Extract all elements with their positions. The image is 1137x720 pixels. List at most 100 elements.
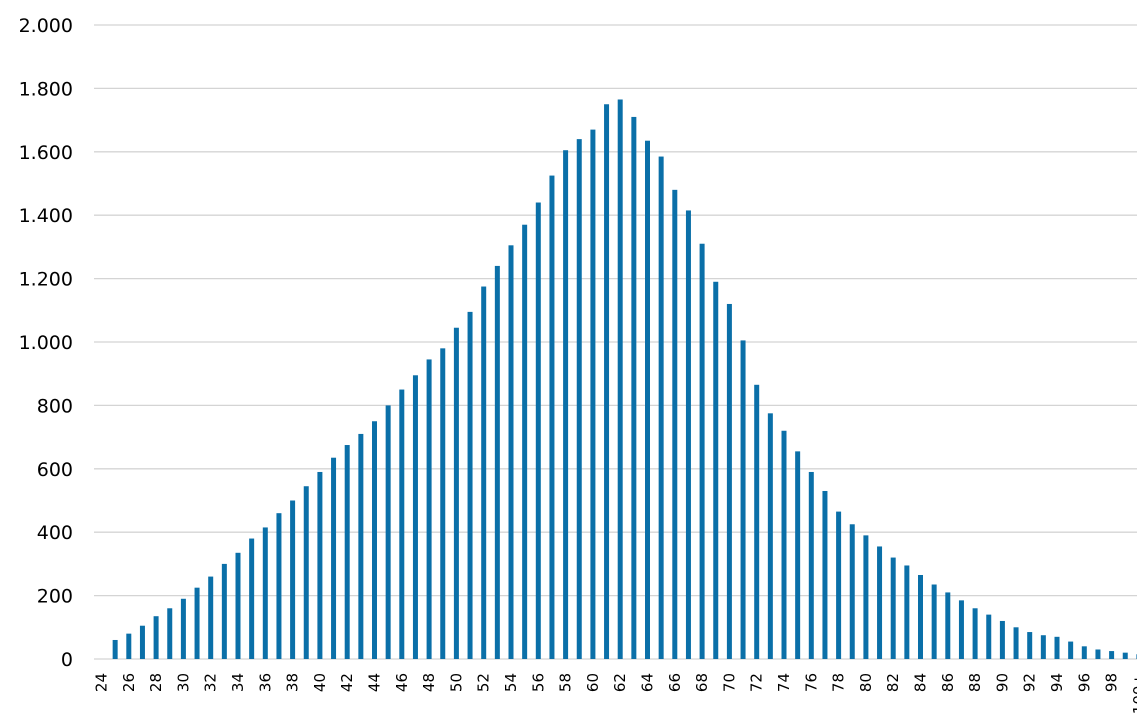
bar-67 <box>685 210 691 659</box>
x-tick-label: 38 <box>284 673 302 692</box>
x-tick-label: 52 <box>475 673 493 692</box>
y-tick-label: 1.800 <box>19 78 73 100</box>
bar-40 <box>317 471 323 659</box>
bar-93 <box>1040 635 1046 659</box>
x-tick-label: 74 <box>775 673 793 692</box>
bar-69 <box>713 281 719 659</box>
bar-76 <box>808 471 814 659</box>
bar-28 <box>153 616 159 659</box>
bar-65 <box>658 156 664 659</box>
bar-27 <box>139 625 145 659</box>
x-tick-label: 76 <box>802 673 820 692</box>
bar-56 <box>535 202 541 659</box>
x-tick-label: 42 <box>338 673 356 692</box>
bar-36 <box>262 527 268 659</box>
x-tick-label: 62 <box>611 673 629 692</box>
bar-43 <box>358 433 364 659</box>
bar-90 <box>999 620 1005 659</box>
bar-96 <box>1081 646 1087 659</box>
bar-94 <box>1054 636 1060 659</box>
bar-70 <box>726 303 732 659</box>
bar-35 <box>249 538 255 659</box>
bar-38 <box>290 500 296 659</box>
y-tick-label: 0 <box>61 649 73 671</box>
bar-74 <box>781 430 787 659</box>
bar-97 <box>1095 649 1101 659</box>
x-tick-label: 84 <box>912 673 930 692</box>
bar-63 <box>631 116 637 660</box>
bar-66 <box>672 189 678 659</box>
x-tick-label: 30 <box>174 673 192 692</box>
bar-88 <box>972 608 978 659</box>
x-tick-label: 36 <box>256 673 274 692</box>
bar-26 <box>126 633 132 659</box>
x-tick-label: 58 <box>557 673 575 692</box>
y-tick-label: 1.600 <box>19 142 73 164</box>
x-tick-label: 80 <box>857 673 875 692</box>
bar-75 <box>795 451 801 659</box>
bar-57 <box>549 175 555 659</box>
x-tick-label: 72 <box>748 673 766 692</box>
bar-51 <box>467 311 473 659</box>
bar-81 <box>877 546 883 659</box>
x-tick-label: 28 <box>147 673 165 692</box>
bar-48 <box>426 359 432 659</box>
bar-78 <box>836 511 842 659</box>
bar-39 <box>303 486 309 659</box>
x-tick-label: 96 <box>1075 673 1093 692</box>
y-tick-label: 800 <box>37 395 73 417</box>
bar-45 <box>385 405 391 659</box>
x-axis-ticks: 24 26 28 30 32 34 36 38 40 42 44 46 48 50 52 54 56 58 60 62… <box>93 673 1137 714</box>
bar-49 <box>440 348 446 659</box>
bar-46 <box>399 389 405 659</box>
bar-85 <box>931 584 937 659</box>
bar-91 <box>1013 627 1019 659</box>
x-tick-label: 90 <box>993 673 1011 692</box>
y-tick-label: 1.000 <box>19 332 73 354</box>
x-tick-label: 54 <box>502 673 520 692</box>
bar-72 <box>754 384 760 659</box>
x-tick-label: 46 <box>393 673 411 692</box>
x-tick-label: 70 <box>720 673 738 692</box>
y-tick-label: 2.000 <box>19 15 73 37</box>
bars <box>112 99 1137 660</box>
y-tick-label: 600 <box>37 459 73 481</box>
bar-32 <box>208 576 214 659</box>
x-tick-label: 44 <box>366 673 384 692</box>
x-tick-label: 56 <box>529 673 547 692</box>
x-tick-label: 60 <box>584 673 602 692</box>
x-tick-label: 24 <box>93 673 111 692</box>
y-tick-label: 200 <box>37 586 73 608</box>
bar-25 <box>112 639 118 659</box>
bar-33 <box>221 563 227 659</box>
y-tick-label: 1.400 <box>19 205 73 227</box>
x-tick-label: 98 <box>1103 673 1121 692</box>
bar-73 <box>767 413 773 659</box>
bar-83 <box>904 565 910 659</box>
x-tick-label: 66 <box>666 673 684 692</box>
x-tick-label: 32 <box>202 673 220 692</box>
bar-52 <box>481 286 487 659</box>
y-axis-ticks: 0 200 400 600 800 1.000 1.200 1.400 1.600 1.800 2.… <box>19 15 73 671</box>
x-tick-label: 64 <box>639 673 657 692</box>
bar-53 <box>494 265 500 659</box>
bar-54 <box>508 245 514 659</box>
x-tick-label: 40 <box>311 673 329 692</box>
x-tick-label: 94 <box>1048 673 1066 692</box>
bar-92 <box>1027 632 1033 659</box>
bar-42 <box>344 445 350 659</box>
x-tick-label: 26 <box>120 673 138 692</box>
bar-84 <box>918 574 923 659</box>
bar-31 <box>194 587 200 659</box>
x-tick-label: 48 <box>420 673 438 692</box>
bar-86 <box>945 592 951 659</box>
bar-37 <box>276 513 282 659</box>
bar-59 <box>576 139 582 659</box>
bar-98 <box>1109 651 1115 659</box>
bar-82 <box>890 557 896 659</box>
x-tick-label: 92 <box>1021 673 1039 692</box>
gridlines <box>94 24 1137 660</box>
bar-29 <box>167 608 173 659</box>
x-tick-label: 68 <box>693 673 711 692</box>
